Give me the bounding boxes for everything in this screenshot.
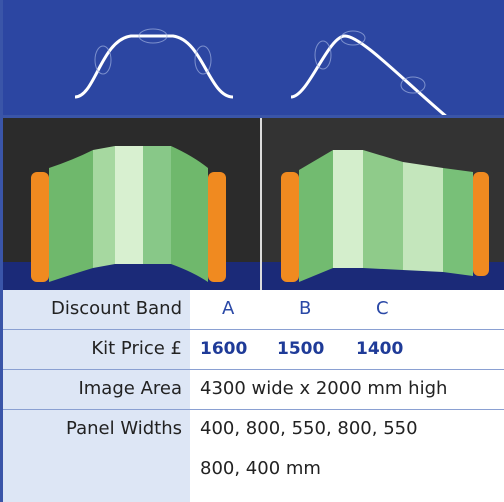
row-label: Image Area: [78, 378, 182, 399]
discount-band: C: [376, 298, 389, 319]
discount-band: A: [222, 298, 235, 319]
row-separator: [3, 369, 504, 370]
discount-band: B: [299, 298, 312, 319]
row-label: Discount Band: [51, 298, 182, 319]
row-label: Panel Widths: [66, 418, 182, 439]
panel-widths: 400, 800, 550, 800, 550: [200, 418, 418, 439]
row-label: Kit Price £: [91, 338, 182, 359]
panel-widths: 800, 400 mm: [200, 458, 321, 479]
kit-price: 1400: [356, 339, 404, 359]
kit-price: 1600: [200, 339, 248, 359]
row-separator: [3, 409, 504, 410]
illustrations: [3, 0, 504, 290]
label-column: [3, 290, 190, 502]
row-separator: [3, 329, 504, 330]
kit-price: 1500: [277, 339, 325, 359]
image-area: 4300 wide x 2000 mm high: [200, 378, 448, 399]
